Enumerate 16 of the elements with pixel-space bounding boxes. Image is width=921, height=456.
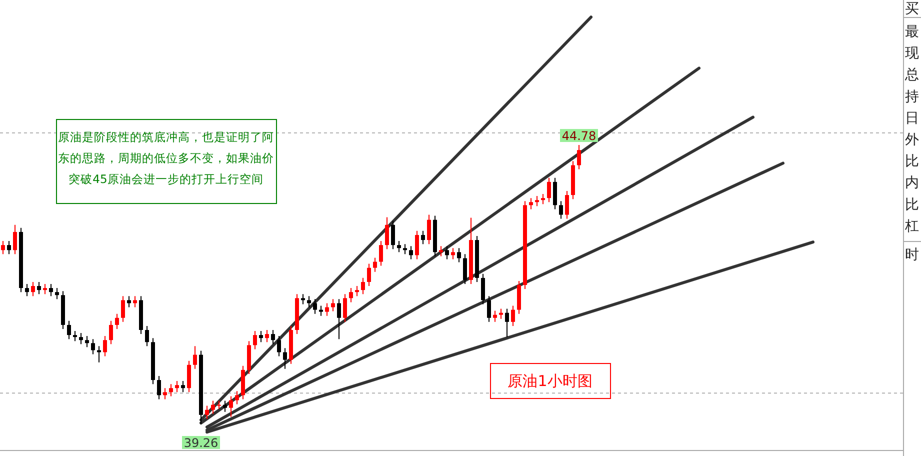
text: 时: [905, 247, 919, 263]
text: 持: [905, 88, 919, 105]
text: 比: [905, 196, 919, 213]
text: 内: [905, 175, 919, 192]
text: 日: [905, 110, 919, 126]
text: 现: [905, 46, 919, 62]
text: 比: [905, 154, 919, 170]
text: 最: [905, 24, 919, 40]
annotation: 原油1小时图: [508, 372, 592, 390]
text: 总: [904, 67, 919, 84]
text: 买: [905, 1, 919, 17]
annotation: 39.26: [184, 436, 218, 450]
text: 杠: [904, 218, 919, 234]
annotation: 44.78: [562, 129, 596, 143]
annotation: 原油是阶段性的筑底冲高，也是证明了阿东的思路，周期的低位多不变，如果油价突破45原油会进一步的打开上行空间: [58, 130, 274, 186]
text: 外: [905, 132, 919, 148]
